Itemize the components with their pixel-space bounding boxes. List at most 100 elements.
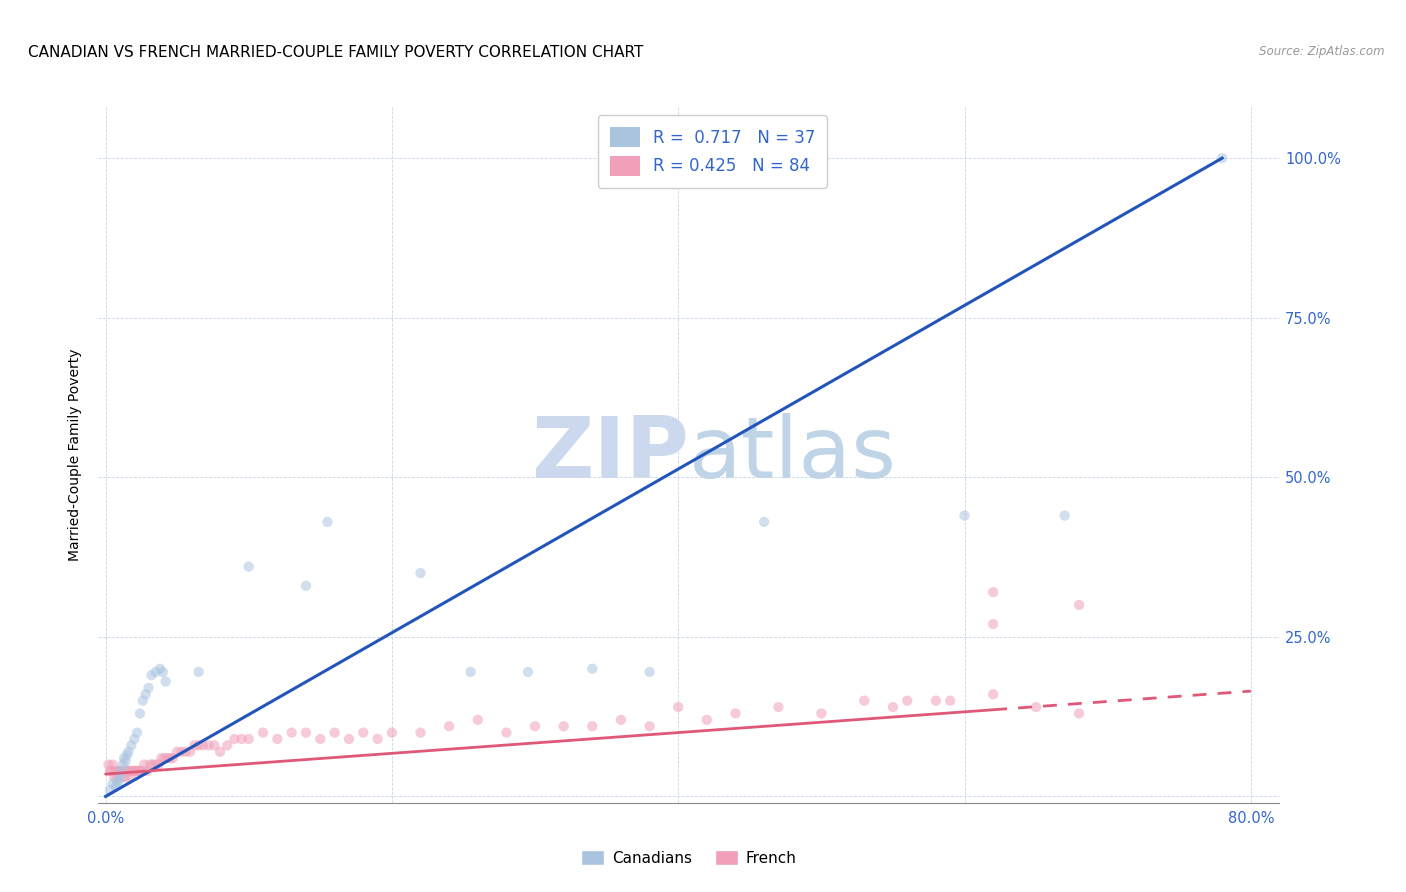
Point (114, 770, 136, 784)
Point (224, 731, 246, 746)
Point (981, 617, 1004, 632)
Point (117, 764, 139, 778)
Point (121, 764, 143, 778)
Point (138, 681, 160, 695)
Point (1211, 151, 1233, 165)
Point (153, 751, 176, 765)
Point (97, 757, 120, 772)
Point (316, 515, 339, 529)
Point (131, 764, 153, 778)
Point (98, 764, 121, 778)
Point (981, 687, 1004, 701)
Point (191, 739, 214, 753)
Point (231, 731, 253, 746)
Point (925, 694, 948, 708)
Point (108, 764, 131, 778)
Point (197, 739, 219, 753)
Point (114, 754, 136, 768)
Point (581, 719, 603, 733)
Point (125, 764, 148, 778)
Point (115, 764, 138, 778)
Point (696, 713, 718, 727)
Point (280, 725, 302, 739)
Text: Source: ZipAtlas.com: Source: ZipAtlas.com (1260, 45, 1385, 58)
Text: atlas: atlas (689, 413, 897, 497)
Point (101, 777, 124, 791)
Point (162, 751, 184, 765)
Point (581, 662, 603, 676)
Point (129, 706, 152, 721)
Point (110, 764, 132, 778)
Point (115, 747, 138, 762)
Point (135, 687, 157, 701)
Point (142, 757, 165, 772)
Point (170, 745, 193, 759)
Point (101, 757, 124, 772)
Point (1025, 700, 1047, 714)
Point (111, 757, 134, 772)
Point (337, 731, 360, 746)
Point (122, 764, 145, 778)
Point (724, 706, 747, 721)
Point (187, 739, 209, 753)
Point (152, 665, 174, 679)
Point (179, 745, 201, 759)
Point (107, 764, 129, 778)
Point (120, 739, 142, 753)
Point (112, 764, 135, 778)
Point (352, 725, 374, 739)
Point (516, 665, 538, 679)
Point (467, 713, 489, 727)
Point (202, 739, 225, 753)
Point (638, 719, 661, 733)
Point (266, 731, 288, 746)
Point (323, 725, 346, 739)
Point (125, 725, 148, 739)
Point (381, 725, 404, 739)
Text: ZIP: ZIP (531, 413, 689, 497)
Point (252, 725, 274, 739)
Point (981, 585, 1004, 599)
Point (524, 719, 547, 733)
Point (104, 780, 127, 794)
Point (134, 757, 156, 772)
Point (118, 764, 141, 778)
Point (217, 739, 239, 753)
Point (139, 757, 162, 772)
Point (98, 783, 121, 797)
Point (309, 731, 332, 746)
Point (174, 745, 197, 759)
Point (145, 665, 167, 679)
Point (117, 745, 139, 759)
Point (238, 559, 260, 574)
Point (145, 757, 167, 772)
Point (1053, 508, 1076, 523)
Point (105, 770, 128, 784)
Point (295, 725, 318, 739)
Point (107, 773, 129, 788)
Point (132, 694, 155, 708)
Point (122, 731, 145, 746)
Point (100, 764, 122, 778)
Y-axis label: Married-Couple Family Poverty: Married-Couple Family Poverty (67, 349, 82, 561)
Point (1067, 598, 1090, 612)
Point (939, 694, 962, 708)
Point (149, 662, 172, 676)
Point (159, 751, 181, 765)
Point (409, 725, 432, 739)
Point (409, 566, 432, 580)
Point (367, 731, 389, 746)
Point (295, 579, 318, 593)
Point (666, 700, 689, 714)
Point (238, 731, 260, 746)
Point (460, 665, 482, 679)
Point (495, 725, 517, 739)
Point (437, 719, 460, 733)
Point (752, 515, 775, 529)
Point (141, 668, 163, 682)
Point (187, 665, 209, 679)
Point (953, 508, 976, 523)
Point (1067, 706, 1090, 721)
Point (768, 700, 790, 714)
Point (610, 713, 633, 727)
